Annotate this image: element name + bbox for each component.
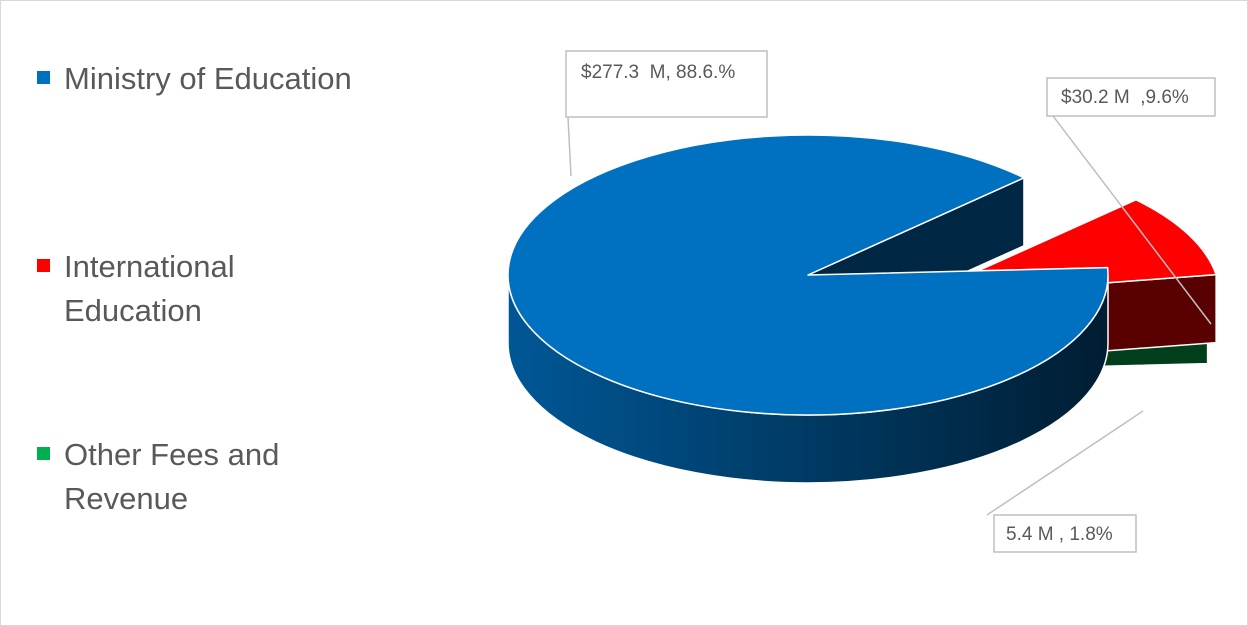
legend-swatch-other-fees-and-revenue: [37, 447, 50, 460]
leader-line-international-education: [1049, 111, 1212, 325]
data-label-other-fees-and-revenue: 5.4 M , 1.8%: [986, 410, 1144, 553]
legend-item-ministry-of-education: Ministry of Education: [37, 57, 352, 101]
leader-line-other-fees-and-revenue: [986, 410, 1144, 516]
data-label-international-education: $30.2 M ,9.6%: [1046, 77, 1216, 325]
data-label-box-other-fees-and-revenue: [993, 514, 1137, 553]
data-label-text-other-fees-and-revenue: 5.4 M , 1.8%: [1006, 524, 1113, 545]
data-label-text-ministry-of-education: $277.3 M, 88.6.%: [581, 62, 735, 83]
legend-label-international-education: International Education: [64, 249, 235, 328]
data-label-text-international-education: $30.2 M ,9.6%: [1061, 87, 1189, 108]
data-label-box-international-education: [1046, 77, 1216, 117]
pie-slice-ministry-of-education: [507, 134, 1109, 484]
pie-slice-top-ministry-of-education: [507, 134, 1109, 416]
data-label-box-ministry-of-education: [565, 50, 768, 118]
legend-item-other-fees-and-revenue: Other Fees and Revenue: [37, 433, 364, 521]
legend-label-ministry-of-education: Ministry of Education: [64, 61, 352, 96]
legend-label-other-fees-and-revenue: Other Fees and Revenue: [64, 437, 280, 516]
legend-item-international-education: International Education: [37, 245, 364, 333]
leader-line-ministry-of-education: [567, 116, 572, 177]
legend-swatch-international-education: [37, 259, 50, 272]
data-label-ministry-of-education: $277.3 M, 88.6.%: [565, 50, 768, 177]
legend-swatch-ministry-of-education: [37, 71, 50, 84]
